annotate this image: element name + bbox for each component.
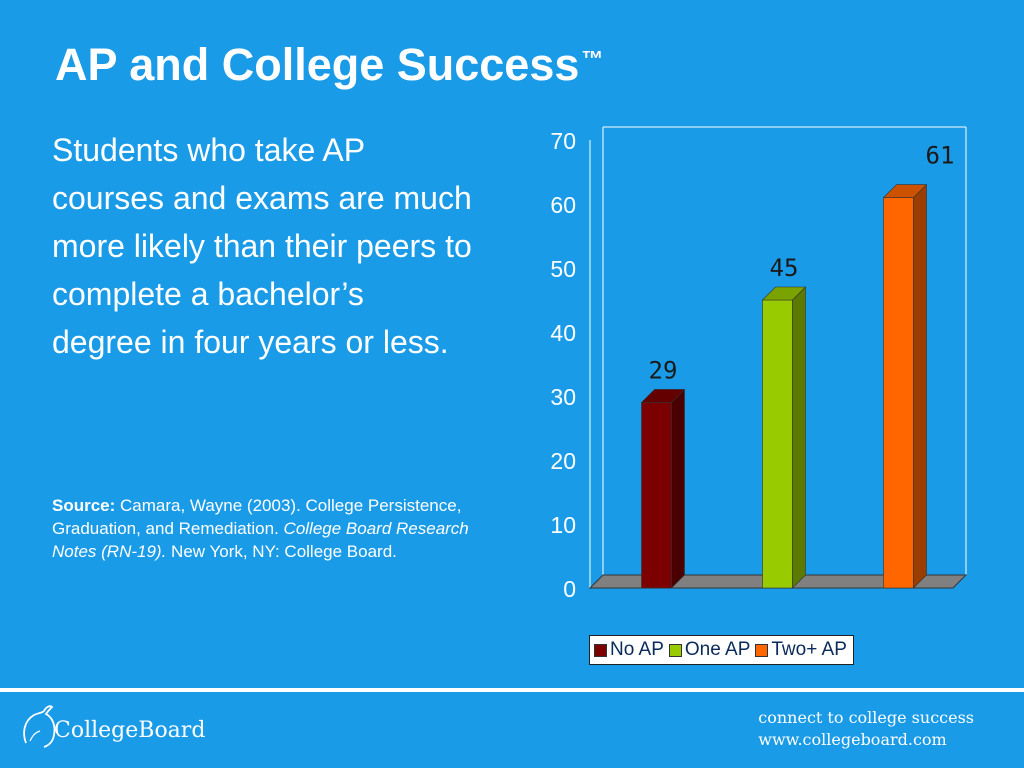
trademark-mark: ™ [581,46,604,71]
bar-top-face [761,286,807,301]
source-text-1: Camara, Wayne (2003). College Persistenc… [52,496,462,538]
bar-top-face [640,389,686,403]
acorn-logo-icon [23,705,56,748]
y-tick-label: 10 [550,512,576,538]
legend-swatch [668,643,682,657]
data-label: 29 [649,356,678,384]
source-italic: College Board Research Notes (RN-19). [52,519,469,561]
body-text: Students who take AP courses and exams a… [52,132,472,360]
legend-item: One AP [668,639,751,661]
y-tick-label: 0 [563,576,576,602]
source-label: Source: [52,496,116,515]
collegeboard-logo: CollegeBoard [20,703,205,749]
legend-item: Two+ AP [755,639,847,661]
bar-side-face [913,183,927,589]
bar-side-face [792,286,806,589]
y-tick-label: 40 [550,320,576,346]
footer-tagline: connect to college success www.collegebo… [758,707,974,751]
data-label: 61 [926,142,955,170]
data-label: 45 [770,254,799,282]
tagline-slogan: connect to college success [758,708,974,727]
legend-label: Two+ AP [771,639,847,660]
logo-text: CollegeBoard [54,717,206,743]
bar-two-ap [883,197,914,589]
source-citation: Source: Camara, Wayne (2003). College Pe… [52,494,472,563]
legend-swatch [594,643,607,657]
bar-one-ap [762,299,793,589]
slide-title: AP and College Success™ [55,42,603,87]
source-text-2: New York, NY: College Board. [166,542,397,561]
legend-item: No AP [594,639,664,661]
chart-legend: No AP One AP Two+ AP [589,635,854,665]
legend-label: No AP [610,639,664,660]
y-tick-label: 70 [550,128,576,154]
footer-divider [0,688,1024,692]
y-tick-label: 60 [550,192,576,218]
y-tick-label: 50 [550,256,576,282]
bar-chart: 0 10 20 30 40 50 60 70 29 45 61 [550,126,968,602]
bar-side-face [671,388,685,589]
y-tick-label: 30 [550,384,576,410]
bar-top-face [882,184,928,198]
legend-label: One AP [684,639,751,660]
legend-swatch [755,643,769,657]
y-tick-label: 20 [550,448,576,474]
bar-no-ap [641,402,672,589]
slide-title-text: AP and College Success [55,39,580,90]
tagline-url: www.collegeboard.com [758,730,947,749]
